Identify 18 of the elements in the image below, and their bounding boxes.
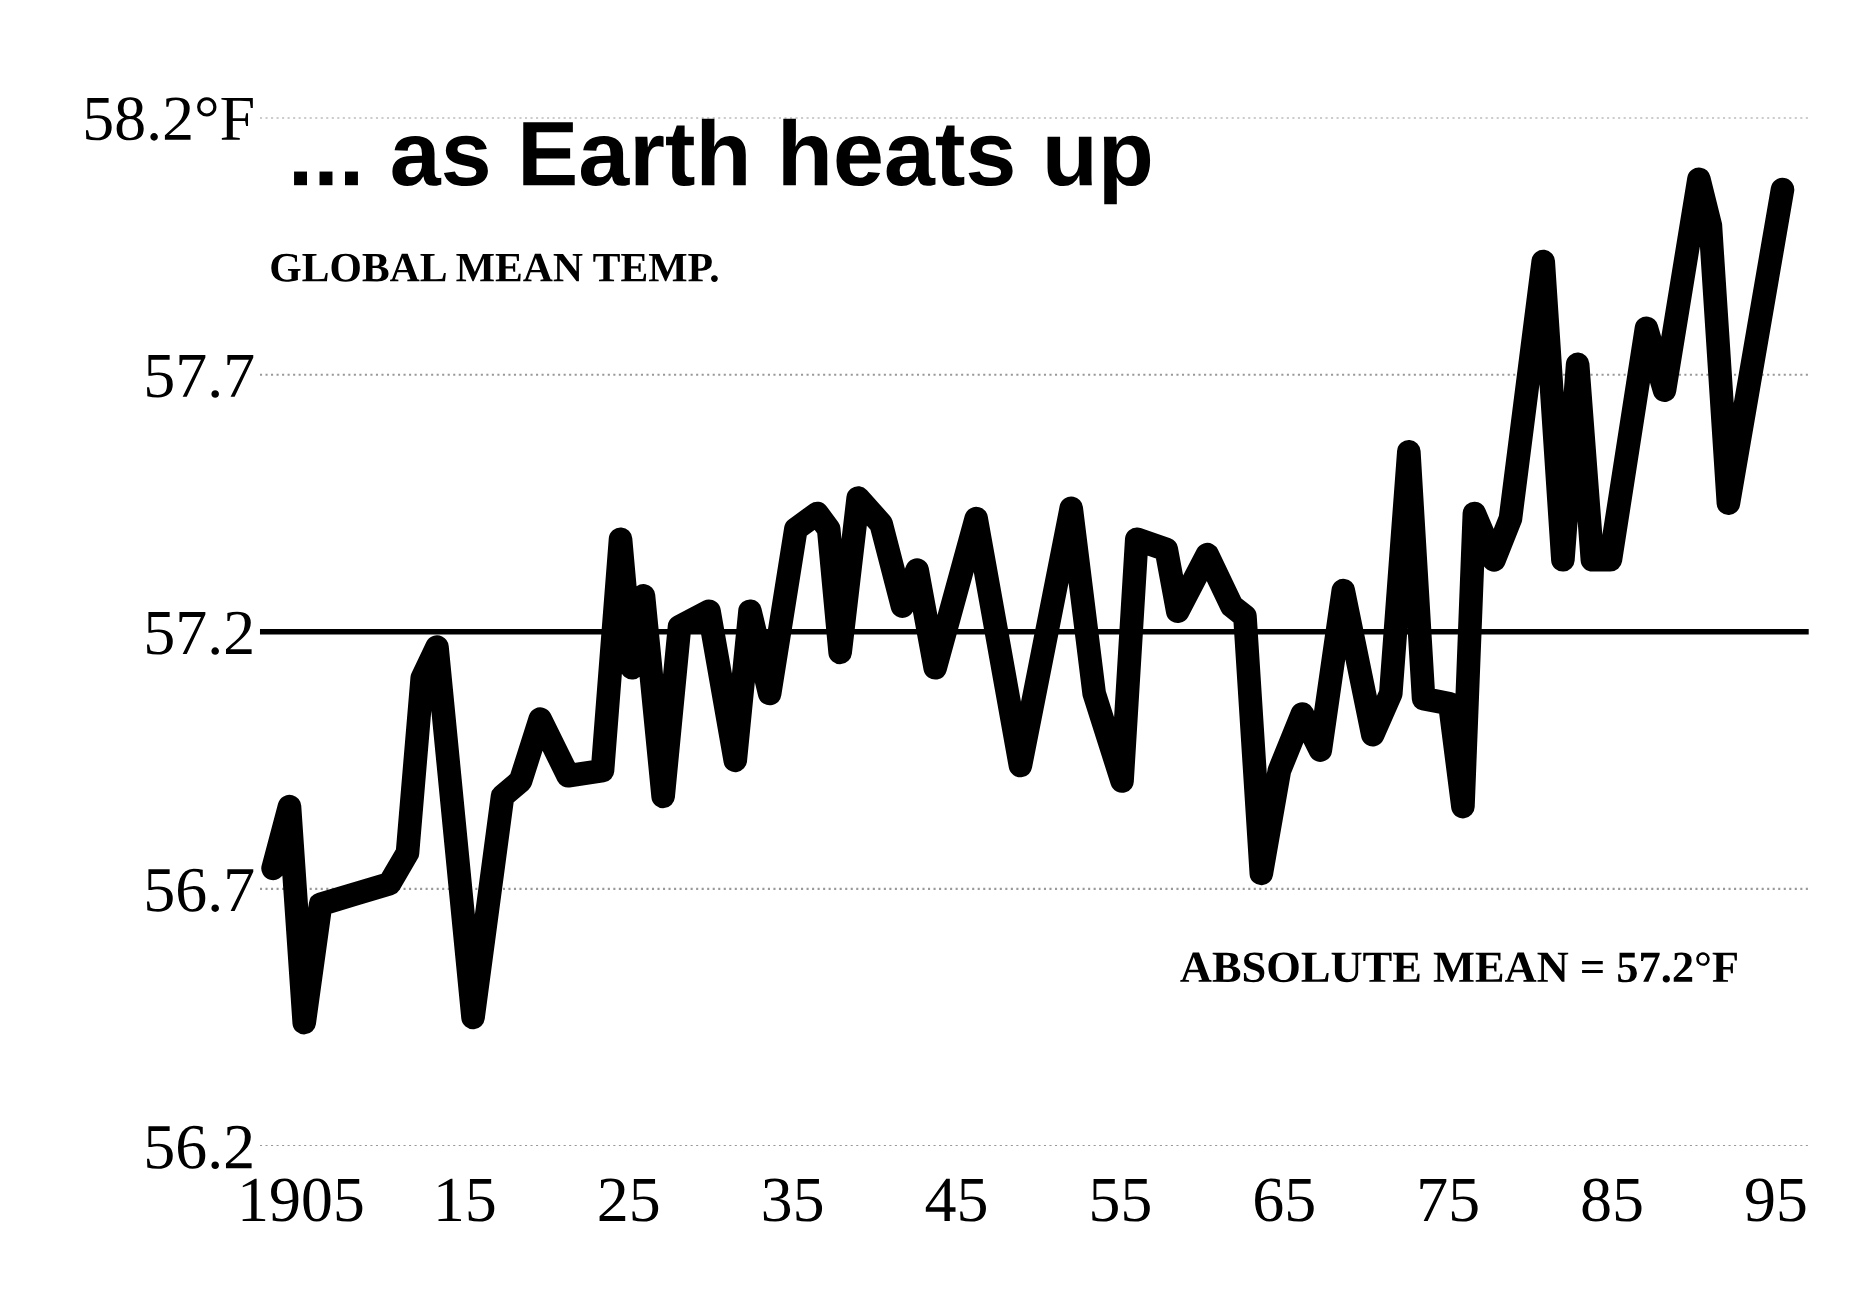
x-tick-label: 35 <box>763 1178 823 1222</box>
x-tick-label: 25 <box>599 1178 659 1222</box>
x-tick-label: 65 <box>1255 1178 1314 1222</box>
y-tick-label: 56.7 <box>147 868 254 912</box>
ref-line-label: ABSOLUTE MEAN = 57.2°F <box>1180 952 1737 983</box>
x-tick-label: 15 <box>438 1178 495 1222</box>
x-tick-label: 1905 <box>242 1178 363 1222</box>
chart-title: ... as Earth heats up <box>294 118 1151 205</box>
x-tick-label: 85 <box>1582 1178 1642 1222</box>
y-tick-label: 58.2°F <box>85 97 253 141</box>
y-tick-label: 57.7 <box>147 355 254 398</box>
x-tick-label: 95 <box>1746 1178 1806 1222</box>
x-tick-label: 45 <box>925 1178 986 1222</box>
x-tick-label: 55 <box>1092 1179 1150 1222</box>
y-tick-label: 56.2 <box>147 1125 252 1170</box>
x-tick-label: 75 <box>1420 1179 1478 1222</box>
text: GLOBAL MEAN TEMP. <box>271 253 718 282</box>
y-tick-label: 57.2 <box>147 611 252 655</box>
